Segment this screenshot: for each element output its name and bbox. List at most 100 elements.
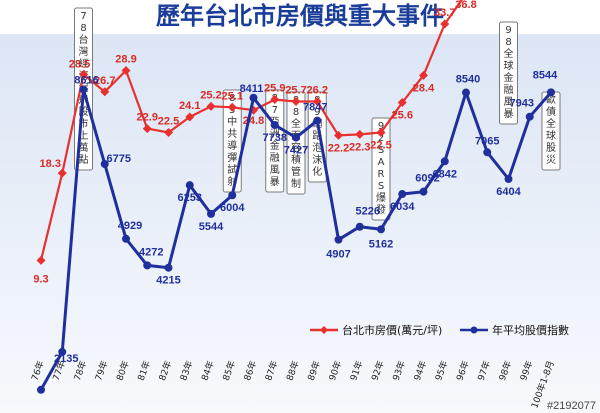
data-label: 7738 <box>263 132 287 144</box>
data-label: 8616 <box>74 74 98 86</box>
annotation-text: 歐債全球股災 <box>546 93 556 166</box>
data-label: 22.5 <box>158 115 179 127</box>
data-label: 24.1 <box>179 100 200 112</box>
data-point <box>58 347 67 356</box>
data-point <box>100 87 110 97</box>
data-label: 22.3 <box>349 141 370 153</box>
series-stock-index: 2135 8616 6775 4929 4272 4215 6253 5544 6004 8411… <box>37 69 558 394</box>
data-label: 28.5 <box>69 58 90 70</box>
data-label: 25.1 <box>222 90 243 102</box>
data-point <box>185 112 195 122</box>
data-label: 8540 <box>456 74 480 86</box>
data-point <box>185 181 194 190</box>
series-house-price: 9.318.328.526.728.922.9 22.524.125.2 25.12… <box>33 0 477 285</box>
data-label: 26.2 <box>307 84 328 96</box>
data-point <box>547 88 555 97</box>
data-point <box>419 70 428 80</box>
legend-swatch-marker <box>470 326 478 334</box>
annotation-5: 9 2 S A R S 爆發 <box>371 117 391 221</box>
data-label: 26.7 <box>94 75 115 87</box>
data-label: 6775 <box>107 153 131 165</box>
data-point <box>79 85 88 94</box>
data-point <box>207 209 215 218</box>
data-point <box>164 263 173 272</box>
data-point <box>164 127 173 137</box>
data-label: 5226 <box>356 206 380 218</box>
data-label: 28.9 <box>115 54 136 66</box>
data-point <box>376 127 386 137</box>
data-point <box>227 102 237 112</box>
data-point <box>57 168 67 178</box>
data-point <box>100 160 109 169</box>
data-point <box>142 124 152 134</box>
data-point <box>122 234 130 243</box>
data-label: 5544 <box>199 221 224 233</box>
legend-item: 年平均股價指數 <box>460 323 569 337</box>
data-label: 5162 <box>369 238 393 250</box>
data-point <box>504 175 513 184</box>
legend: 台北市房價(萬元/坪) 年平均股價指數 <box>310 323 569 337</box>
data-label: 25.9 <box>264 83 285 95</box>
legend-swatch-marker <box>320 326 328 334</box>
data-label: 4272 <box>139 246 163 258</box>
data-label: 6092 <box>415 173 439 185</box>
data-label: 22.2 <box>328 142 349 154</box>
data-point <box>312 96 322 106</box>
data-label: 25.7 <box>285 84 306 96</box>
data-point <box>143 261 152 270</box>
data-point <box>313 116 322 125</box>
data-label: 6004 <box>220 202 245 214</box>
data-point <box>36 255 46 265</box>
data-point <box>270 121 279 130</box>
annotation-7: 歐債全球股災 <box>541 91 561 171</box>
data-point <box>249 93 258 102</box>
data-point <box>440 157 449 166</box>
data-label: 4215 <box>156 275 180 287</box>
data-label: 6842 <box>433 168 457 180</box>
data-point <box>377 225 385 234</box>
data-label: 28.4 <box>413 82 435 94</box>
data-point <box>79 69 88 79</box>
annotation-2: 87亞洲金融風暴 <box>265 89 285 193</box>
data-point <box>291 96 301 106</box>
data-point <box>483 148 492 157</box>
data-point <box>398 190 407 199</box>
data-label: 6034 <box>390 201 415 213</box>
data-label: 6253 <box>178 192 202 204</box>
data-point <box>334 130 343 140</box>
data-label: 7427 <box>284 145 308 157</box>
data-point <box>228 191 237 200</box>
data-point <box>355 222 364 231</box>
annotation-text: 9 8 全球金融風暴 <box>504 25 514 120</box>
annotation-box <box>307 91 327 183</box>
data-label: 33.7 <box>434 7 455 19</box>
data-label: 8411 <box>240 83 264 95</box>
data-label: 22.9 <box>137 112 158 124</box>
annotation-box <box>371 117 391 221</box>
data-point <box>462 88 470 97</box>
data-point <box>525 112 534 121</box>
legend-item: 台北市房價(萬元/坪) <box>310 323 442 337</box>
data-label: 4907 <box>326 249 350 261</box>
annotation-text: 9 2 S A R S 爆發 <box>376 121 386 216</box>
watermark: #2192077 <box>547 400 596 412</box>
data-label: 36.8 <box>455 0 476 11</box>
data-point <box>292 133 300 142</box>
data-label: 6404 <box>496 186 521 198</box>
data-label: 7065 <box>475 135 499 147</box>
annotation-box <box>265 89 285 193</box>
data-point <box>206 101 216 111</box>
data-point <box>419 187 428 196</box>
data-point <box>121 66 131 76</box>
legend-label: 台北市房價(萬元/坪) <box>342 323 442 337</box>
data-label: 2135 <box>54 353 78 365</box>
data-label: 25.6 <box>392 109 413 121</box>
data-point <box>37 385 45 394</box>
legend-label: 年平均股價指數 <box>492 323 569 337</box>
data-label: 7943 <box>510 98 534 110</box>
chart-title: 歷年台北市房價與重大事件 <box>156 1 444 30</box>
annotation-box <box>286 91 306 195</box>
data-point <box>334 235 343 244</box>
data-label: 7847 <box>303 102 327 114</box>
